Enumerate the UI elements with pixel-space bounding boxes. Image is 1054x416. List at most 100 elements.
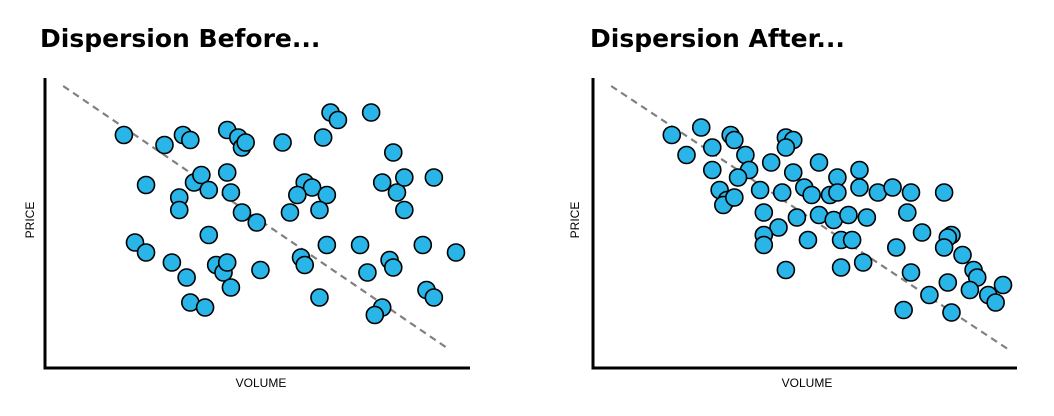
chart-title: Dispersion Before... (40, 24, 321, 53)
data-point (920, 285, 939, 305)
data-point (361, 103, 381, 122)
data-point (413, 235, 433, 255)
data-point (310, 288, 329, 307)
data-point (677, 145, 696, 165)
data-point (221, 278, 241, 297)
data-point (395, 200, 414, 220)
data-point (387, 183, 407, 202)
data-point (155, 135, 174, 155)
data-point (857, 208, 877, 227)
data-point (181, 130, 200, 150)
data-point (725, 188, 744, 207)
data-point (310, 200, 329, 220)
data-point (358, 263, 377, 282)
y-axis-label: PRICE (568, 202, 582, 239)
data-point (798, 230, 818, 250)
data-point (288, 185, 307, 205)
y-axis-label: PRICE (23, 202, 37, 239)
data-point (662, 125, 682, 145)
data-point (251, 260, 270, 280)
data-point (754, 235, 774, 255)
data-point (953, 245, 972, 265)
data-point (424, 288, 444, 307)
data-point (236, 133, 255, 152)
data-point (328, 110, 348, 130)
data-point (136, 243, 156, 262)
data-point (776, 260, 796, 280)
data-point (383, 258, 403, 277)
data-point (280, 203, 300, 222)
data-point (395, 168, 414, 187)
data-point (424, 168, 444, 187)
data-point (192, 165, 211, 185)
data-point (691, 118, 711, 137)
x-axis-label: VOLUME (236, 376, 287, 390)
data-point (938, 273, 958, 292)
data-point (273, 133, 292, 152)
data-point (725, 130, 744, 150)
data-point (232, 203, 252, 222)
data-point (199, 180, 219, 200)
data-point (934, 183, 954, 202)
data-point (383, 143, 403, 162)
data-point (199, 225, 219, 245)
data-point (828, 183, 847, 202)
data-point (313, 128, 333, 147)
data-point (809, 153, 829, 172)
data-point (894, 300, 913, 320)
data-point (114, 125, 134, 145)
data-point (886, 238, 906, 257)
data-point (365, 305, 385, 325)
data-point (986, 293, 1005, 312)
data-point (772, 183, 792, 202)
data-point (702, 160, 722, 180)
data-point (831, 258, 851, 277)
data-point (850, 178, 869, 197)
data-point (960, 280, 980, 300)
data-point (317, 185, 337, 205)
x-axis-label: VOLUME (782, 376, 833, 390)
chart-panel-before: VOLUME PRICE Dispersion Before... (23, 24, 470, 390)
data-point (942, 303, 961, 322)
chart-title: Dispersion After... (590, 24, 845, 53)
data-point (221, 183, 241, 202)
data-point (787, 208, 807, 227)
scatter-plot-before: VOLUME PRICE (23, 78, 470, 390)
data-point (901, 263, 921, 282)
data-point (783, 163, 803, 182)
data-point (217, 253, 237, 272)
data-point (839, 205, 858, 225)
data-point (853, 253, 873, 272)
data-point (993, 275, 1013, 295)
chart-panel-after: VOLUME PRICE Dispersion After... (527, 0, 1054, 416)
data-point (169, 200, 189, 220)
data-point (761, 153, 781, 172)
data-point (769, 218, 788, 237)
data-point (842, 230, 862, 250)
data-point (728, 168, 748, 187)
data-point (754, 203, 774, 222)
data-point (446, 243, 466, 262)
data-point (901, 183, 921, 202)
data-point (162, 253, 182, 272)
data-point (883, 178, 902, 197)
scatter-plot-after: VOLUME PRICE (568, 78, 1017, 390)
data-point (802, 185, 821, 205)
data-point (136, 175, 156, 195)
data-point (195, 298, 215, 317)
data-point (295, 255, 315, 275)
data-point (217, 163, 237, 182)
data-point (912, 223, 932, 242)
data-point (750, 180, 770, 200)
data-point (736, 145, 755, 165)
data-point (702, 138, 722, 157)
data-point (776, 138, 796, 157)
data-point (934, 238, 954, 257)
data-point (898, 203, 917, 222)
data-point (350, 235, 370, 255)
data-point (317, 235, 337, 255)
data-point (247, 213, 267, 232)
data-point (850, 160, 869, 180)
data-point (177, 268, 196, 287)
data-point (372, 173, 392, 192)
